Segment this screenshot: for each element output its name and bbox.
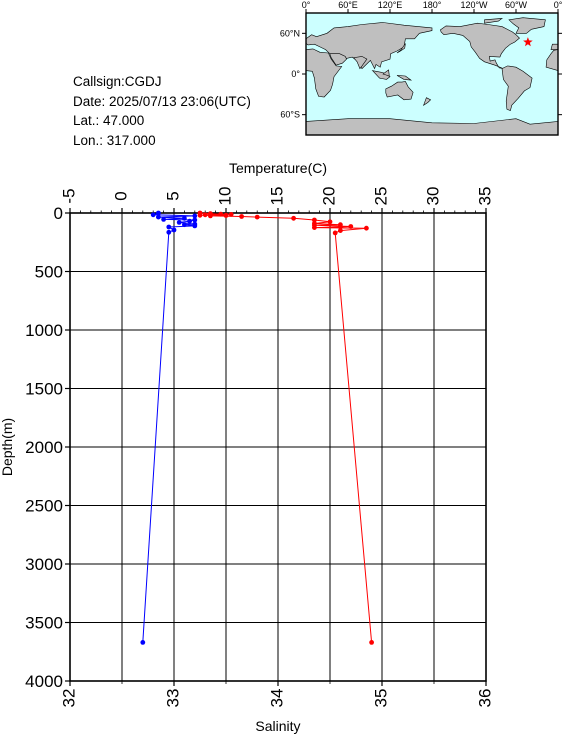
temperature-data-point [327, 219, 333, 225]
salinity-data-point [192, 223, 198, 229]
salinity-axis-title: Salinity [255, 718, 300, 734]
temperature-tick-label: 10 [215, 187, 234, 206]
map-lon-label: 120°W [460, 0, 488, 10]
temperature-data-point [312, 225, 317, 231]
salinity-data-point [176, 220, 182, 225]
temperature-data-point [223, 213, 229, 219]
temperature-tick-label: 20 [319, 187, 338, 206]
salinity-tick-label: 34 [267, 689, 286, 708]
map-land-4 [329, 53, 347, 66]
depth-tick-label: 4000 [25, 672, 63, 691]
temperature-data-point [254, 214, 260, 220]
date-label: Date: 2025/07/13 23:06(UTC) [73, 93, 251, 109]
salinity-tick-label: 35 [371, 689, 390, 708]
map-land-5 [353, 56, 368, 70]
salinity-data-point [182, 222, 187, 228]
map-land-14 [484, 18, 503, 24]
salinity-data-point [171, 227, 177, 233]
salinity-tick-label: 32 [59, 689, 78, 708]
salinity-tick-label: 36 [475, 689, 494, 708]
station-star-marker [523, 37, 533, 47]
temperature-data-point [312, 217, 317, 223]
salinity-data-point [156, 214, 161, 220]
salinity-data-point [192, 217, 198, 223]
temperature-data-point [338, 224, 343, 230]
map-land-9 [396, 43, 406, 54]
temperature-data-point [202, 212, 208, 218]
depth-tick-label: 1500 [25, 380, 63, 399]
map-lat-label: 60°N [280, 28, 300, 38]
map-land-7 [382, 69, 390, 77]
map-lon-label: 60°E [338, 0, 358, 10]
depth-tick-label: 1000 [25, 321, 63, 340]
callsign-label: Callsign:CGDJ [73, 74, 162, 89]
salinity-data-point [140, 640, 146, 645]
map-land-8 [396, 75, 413, 81]
depth-tick-label: 0 [54, 204, 63, 223]
salinity-data-point [166, 229, 172, 235]
temperature-data-point [291, 215, 296, 221]
location-map: 0° 60°E 120°E 180° 120°W 60°W 0° 60°N 0° 60°S [280, 0, 563, 136]
temperature-data-point [348, 224, 354, 229]
salinity-data-point [192, 213, 198, 219]
map-lon-label: 0° [554, 0, 563, 10]
depth-tick-label: 500 [35, 263, 63, 282]
temperature-data-point [208, 213, 213, 219]
map-land-15 [501, 65, 533, 112]
temperature-tick-label: 30 [423, 187, 442, 206]
temperature-tick-label: 0 [111, 191, 130, 200]
map-land-11 [423, 97, 432, 106]
temperature-data-point [364, 225, 369, 231]
depth-tick-label: 2500 [25, 497, 63, 516]
salinity-data-point [187, 218, 193, 224]
map-lon-label: 60°W [505, 0, 528, 10]
salinity-data-point [182, 215, 187, 221]
map-land-13 [508, 17, 546, 34]
map-land-6 [371, 70, 391, 80]
depth-tick-label: 2000 [25, 438, 63, 457]
map-lat-label: 0° [291, 69, 300, 79]
map-land-10 [385, 81, 414, 101]
salinity-data-point [156, 210, 161, 216]
depth-axis-title: Depth(m) [0, 418, 15, 476]
temperature-tick-label: -5 [59, 188, 78, 203]
map-lon-label: 0° [302, 0, 311, 10]
map-land-12 [440, 22, 520, 69]
temperature-tick-label: 5 [163, 191, 182, 200]
lon-label: Lon.: 317.000 [73, 132, 156, 148]
temperature-axis-title: Temperature(C) [229, 160, 327, 176]
salinity-data-point [166, 224, 172, 230]
temperature-data-point [332, 230, 338, 236]
temperature-data-point [197, 212, 203, 218]
temperature-data-point [228, 212, 234, 217]
temperature-data-point [218, 211, 224, 217]
map-land-2 [550, 43, 559, 50]
map-lon-label: 120°E [378, 0, 403, 10]
salinity-profile-line [142, 212, 195, 643]
temperature-tick-label: 35 [475, 187, 494, 206]
temperature-data-point [338, 228, 343, 234]
temperature-tick-label: 15 [267, 187, 286, 206]
salinity-data-point [161, 217, 167, 222]
temperature-data-point [369, 640, 374, 645]
temperature-tick-label: 25 [371, 187, 390, 206]
lat-label: Lat.: 47.000 [73, 113, 145, 128]
salinity-data-point [150, 212, 156, 218]
map-land-1 [305, 48, 343, 98]
depth-tick-label: 3000 [25, 555, 63, 574]
salinity-tick-label: 33 [163, 689, 182, 708]
map-lon-label: 180° [423, 0, 442, 10]
depth-tick-label: 3500 [25, 614, 63, 633]
temperature-data-point [239, 214, 245, 219]
station-info: Callsign:CGDJ Date: 2025/07/13 23:06(UTC… [73, 72, 251, 150]
map-lat-label: 60°S [280, 110, 300, 120]
